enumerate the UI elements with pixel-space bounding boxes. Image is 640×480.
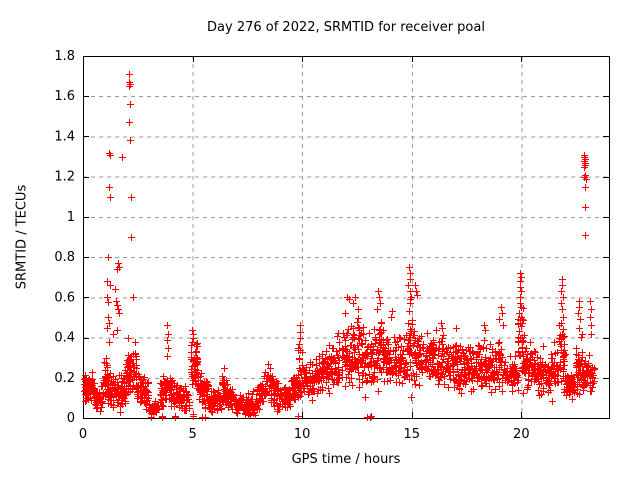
y-tick-label: 0.8 [54, 250, 75, 265]
y-tick-label: 1.4 [54, 129, 75, 144]
y-tick-label: 1.6 [54, 89, 75, 104]
y-tick-label: 1.2 [54, 170, 75, 185]
x-axis-label: GPS time / hours [291, 452, 401, 467]
x-tick-label: 0 [79, 427, 87, 442]
y-tick-label: 1 [67, 210, 75, 225]
y-tick-label: 0.4 [54, 331, 75, 346]
y-tick-label: 0.6 [54, 290, 75, 305]
x-tick-label: 10 [294, 427, 311, 442]
chart-title: Day 276 of 2022, SRMTID for receiver poa… [207, 20, 485, 35]
x-tick-label: 15 [403, 427, 420, 442]
y-tick-label: 1.8 [54, 49, 75, 64]
y-tick-label: 0.2 [54, 371, 75, 386]
scatter-points [81, 71, 598, 421]
x-tick-label: 5 [188, 427, 196, 442]
x-tick-label: 20 [513, 427, 530, 442]
y-tick-label: 0 [67, 411, 75, 426]
